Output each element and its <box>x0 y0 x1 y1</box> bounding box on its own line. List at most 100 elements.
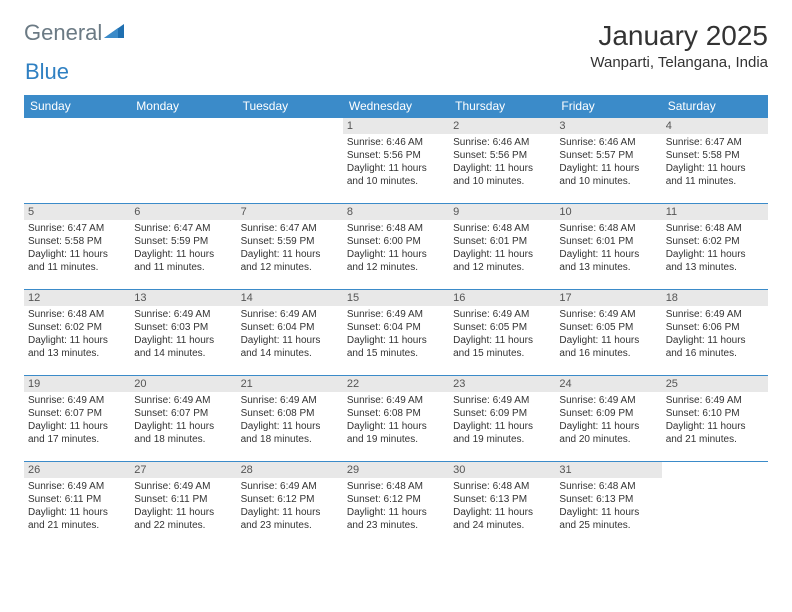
calendar-day-cell: 5Sunrise: 6:47 AMSunset: 5:58 PMDaylight… <box>24 204 130 290</box>
calendar-day-cell: 28 Sunrise: 6:49 AMSunset: 6:12 PMDayligh… <box>237 462 343 548</box>
weekday-header: Friday <box>555 95 661 118</box>
day-number: 3 <box>555 118 661 134</box>
day-details: Sunrise: 6:49 AMSunset: 6:04 PMDaylight:… <box>241 308 339 360</box>
calendar-week-row: 5Sunrise: 6:47 AMSunset: 5:58 PMDaylight… <box>24 204 768 290</box>
calendar-day-cell: 1Sunrise: 6:46 AMSunset: 5:56 PMDaylight… <box>343 118 449 204</box>
calendar-table: SundayMondayTuesdayWednesdayThursdayFrid… <box>24 95 768 548</box>
day-details: Sunrise: 6:49 AMSunset: 6:08 PMDaylight:… <box>241 394 339 446</box>
day-number: 28 <box>237 462 343 478</box>
day-number: 14 <box>237 290 343 306</box>
day-number: 10 <box>555 204 661 220</box>
day-details: Sunrise: 6:49 AMSunset: 6:03 PMDaylight:… <box>134 308 232 360</box>
calendar-week-row: 26Sunrise: 6:49 AMSunset: 6:11 PMDayligh… <box>24 462 768 548</box>
calendar-day-cell: 24 Sunrise: 6:49 AMSunset: 6:09 PMDayligh… <box>555 376 661 462</box>
day-details: Sunrise: 6:47 AMSunset: 5:59 PMDaylight:… <box>134 222 232 274</box>
weekday-header: Saturday <box>662 95 768 118</box>
day-details: Sunrise: 6:49 AMSunset: 6:04 PMDaylight:… <box>347 308 445 360</box>
calendar-day-cell <box>130 118 236 204</box>
day-number: 23 <box>449 376 555 392</box>
day-number: 21 <box>237 376 343 392</box>
day-number: 6 <box>130 204 236 220</box>
day-number: 31 <box>555 462 661 478</box>
day-number: 4 <box>662 118 768 134</box>
day-details: Sunrise: 6:48 AMSunset: 6:12 PMDaylight:… <box>347 480 445 532</box>
calendar-day-cell <box>237 118 343 204</box>
day-details: Sunrise: 6:49 AMSunset: 6:06 PMDaylight:… <box>666 308 764 360</box>
day-number: 26 <box>24 462 130 478</box>
calendar-day-cell: 21 Sunrise: 6:49 AMSunset: 6:08 PMDayligh… <box>237 376 343 462</box>
day-number: 15 <box>343 290 449 306</box>
calendar-day-cell: 11 Sunrise: 6:48 AMSunset: 6:02 PMDayligh… <box>662 204 768 290</box>
day-details: Sunrise: 6:46 AMSunset: 5:56 PMDaylight:… <box>453 136 551 188</box>
calendar-day-cell: 2 Sunrise: 6:46 AMSunset: 5:56 PMDaylight… <box>449 118 555 204</box>
day-details: Sunrise: 6:47 AMSunset: 5:59 PMDaylight:… <box>241 222 339 274</box>
day-number: 25 <box>662 376 768 392</box>
day-number: 17 <box>555 290 661 306</box>
calendar-day-cell: 25 Sunrise: 6:49 AMSunset: 6:10 PMDayligh… <box>662 376 768 462</box>
day-details: Sunrise: 6:49 AMSunset: 6:11 PMDaylight:… <box>28 480 126 532</box>
day-details: Sunrise: 6:49 AMSunset: 6:08 PMDaylight:… <box>347 394 445 446</box>
location-label: Wanparti, Telangana, India <box>590 54 768 71</box>
weekday-header: Wednesday <box>343 95 449 118</box>
day-details: Sunrise: 6:48 AMSunset: 6:01 PMDaylight:… <box>559 222 657 274</box>
calendar-day-cell: 12Sunrise: 6:48 AMSunset: 6:02 PMDayligh… <box>24 290 130 376</box>
weekday-header: Monday <box>130 95 236 118</box>
calendar-day-cell: 22Sunrise: 6:49 AMSunset: 6:08 PMDayligh… <box>343 376 449 462</box>
day-number: 2 <box>449 118 555 134</box>
day-number: 1 <box>343 118 449 134</box>
calendar-week-row: 1Sunrise: 6:46 AMSunset: 5:56 PMDaylight… <box>24 118 768 204</box>
calendar-day-cell: 31Sunrise: 6:48 AMSunset: 6:13 PMDayligh… <box>555 462 661 548</box>
day-number: 9 <box>449 204 555 220</box>
calendar-body: 1Sunrise: 6:46 AMSunset: 5:56 PMDaylight… <box>24 118 768 548</box>
calendar-week-row: 19Sunrise: 6:49 AMSunset: 6:07 PMDayligh… <box>24 376 768 462</box>
calendar-day-cell: 18Sunrise: 6:49 AMSunset: 6:06 PMDayligh… <box>662 290 768 376</box>
day-details: Sunrise: 6:48 AMSunset: 6:01 PMDaylight:… <box>453 222 551 274</box>
calendar-day-cell: 15 Sunrise: 6:49 AMSunset: 6:04 PMDayligh… <box>343 290 449 376</box>
calendar-day-cell: 4 Sunrise: 6:47 AMSunset: 5:58 PMDaylight… <box>662 118 768 204</box>
calendar-day-cell: 27Sunrise: 6:49 AMSunset: 6:11 PMDayligh… <box>130 462 236 548</box>
day-details: Sunrise: 6:49 AMSunset: 6:05 PMDaylight:… <box>453 308 551 360</box>
calendar-day-cell: 13 Sunrise: 6:49 AMSunset: 6:03 PMDayligh… <box>130 290 236 376</box>
day-number: 24 <box>555 376 661 392</box>
calendar-day-cell: 14 Sunrise: 6:49 AMSunset: 6:04 PMDayligh… <box>237 290 343 376</box>
calendar-day-cell: 10 Sunrise: 6:48 AMSunset: 6:01 PMDayligh… <box>555 204 661 290</box>
calendar-day-cell: 23 Sunrise: 6:49 AMSunset: 6:09 PMDayligh… <box>449 376 555 462</box>
day-number: 30 <box>449 462 555 478</box>
calendar-day-cell: 29 Sunrise: 6:48 AMSunset: 6:12 PMDayligh… <box>343 462 449 548</box>
day-number: 20 <box>130 376 236 392</box>
day-number: 11 <box>662 204 768 220</box>
day-details: Sunrise: 6:49 AMSunset: 6:07 PMDaylight:… <box>134 394 232 446</box>
day-details: Sunrise: 6:46 AMSunset: 5:57 PMDaylight:… <box>559 136 657 188</box>
day-details: Sunrise: 6:49 AMSunset: 6:10 PMDaylight:… <box>666 394 764 446</box>
logo: General <box>24 20 126 46</box>
weekday-header-row: SundayMondayTuesdayWednesdayThursdayFrid… <box>24 95 768 118</box>
calendar-day-cell: 16 Sunrise: 6:49 AMSunset: 6:05 PMDayligh… <box>449 290 555 376</box>
day-number: 13 <box>130 290 236 306</box>
day-number: 12 <box>24 290 130 306</box>
day-details: Sunrise: 6:47 AMSunset: 5:58 PMDaylight:… <box>666 136 764 188</box>
day-number: 16 <box>449 290 555 306</box>
day-details: Sunrise: 6:49 AMSunset: 6:09 PMDaylight:… <box>453 394 551 446</box>
calendar-day-cell: 19 Sunrise: 6:49 AMSunset: 6:07 PMDayligh… <box>24 376 130 462</box>
day-details: Sunrise: 6:48 AMSunset: 6:02 PMDaylight:… <box>666 222 764 274</box>
day-details: Sunrise: 6:49 AMSunset: 6:09 PMDaylight:… <box>559 394 657 446</box>
title-block: January 2025 Wanparti, Telangana, India <box>590 20 768 71</box>
day-details: Sunrise: 6:47 AMSunset: 5:58 PMDaylight:… <box>28 222 126 274</box>
day-details: Sunrise: 6:49 AMSunset: 6:07 PMDaylight:… <box>28 394 126 446</box>
calendar-day-cell: 26 Sunrise: 6:49 AMSunset: 6:11 PMDayligh… <box>24 462 130 548</box>
weekday-header: Thursday <box>449 95 555 118</box>
calendar-day-cell: 20 Sunrise: 6:49 AMSunset: 6:07 PMDayligh… <box>130 376 236 462</box>
calendar-day-cell <box>662 462 768 548</box>
calendar-day-cell: 6 Sunrise: 6:47 AMSunset: 5:59 PMDaylight… <box>130 204 236 290</box>
weekday-header: Tuesday <box>237 95 343 118</box>
day-details: Sunrise: 6:49 AMSunset: 6:12 PMDaylight:… <box>241 480 339 532</box>
logo-text-general: General <box>24 20 102 46</box>
weekday-header: Sunday <box>24 95 130 118</box>
day-details: Sunrise: 6:49 AMSunset: 6:11 PMDaylight:… <box>134 480 232 532</box>
logo-text-blue: Blue <box>25 59 69 84</box>
day-number: 19 <box>24 376 130 392</box>
calendar-day-cell: 9 Sunrise: 6:48 AMSunset: 6:01 PMDaylight… <box>449 204 555 290</box>
logo-sail-icon <box>104 22 126 45</box>
day-details: Sunrise: 6:48 AMSunset: 6:13 PMDaylight:… <box>453 480 551 532</box>
day-number: 29 <box>343 462 449 478</box>
